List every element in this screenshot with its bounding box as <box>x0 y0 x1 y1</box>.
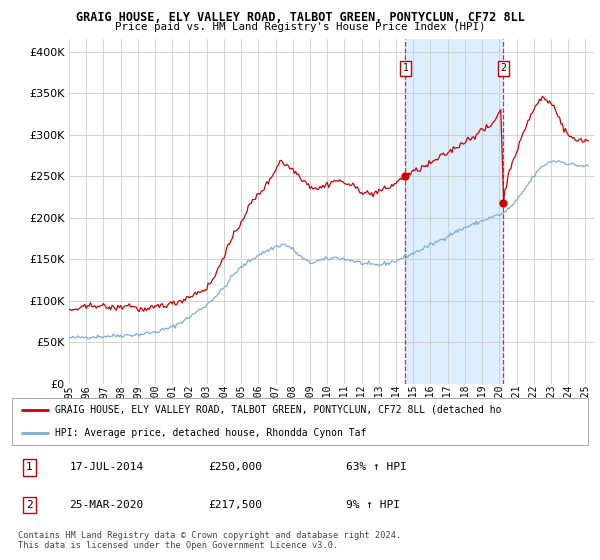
Text: £250,000: £250,000 <box>208 463 262 473</box>
Text: 2: 2 <box>500 63 506 73</box>
Text: Contains HM Land Registry data © Crown copyright and database right 2024.
This d: Contains HM Land Registry data © Crown c… <box>18 531 401 550</box>
Text: HPI: Average price, detached house, Rhondda Cynon Taf: HPI: Average price, detached house, Rhon… <box>55 428 367 438</box>
Text: 63% ↑ HPI: 63% ↑ HPI <box>346 463 407 473</box>
Text: Price paid vs. HM Land Registry's House Price Index (HPI): Price paid vs. HM Land Registry's House … <box>115 22 485 32</box>
Text: GRAIG HOUSE, ELY VALLEY ROAD, TALBOT GREEN, PONTYCLUN, CF72 8LL: GRAIG HOUSE, ELY VALLEY ROAD, TALBOT GRE… <box>76 11 524 24</box>
Bar <box>406 39 503 384</box>
Text: 17-JUL-2014: 17-JUL-2014 <box>70 463 144 473</box>
Text: £217,500: £217,500 <box>208 500 262 510</box>
Text: 2: 2 <box>26 500 32 510</box>
Text: 1: 1 <box>403 63 408 73</box>
Text: 9% ↑ HPI: 9% ↑ HPI <box>346 500 400 510</box>
Text: GRAIG HOUSE, ELY VALLEY ROAD, TALBOT GREEN, PONTYCLUN, CF72 8LL (detached ho: GRAIG HOUSE, ELY VALLEY ROAD, TALBOT GRE… <box>55 404 502 414</box>
Text: 25-MAR-2020: 25-MAR-2020 <box>70 500 144 510</box>
Text: 1: 1 <box>26 463 32 473</box>
